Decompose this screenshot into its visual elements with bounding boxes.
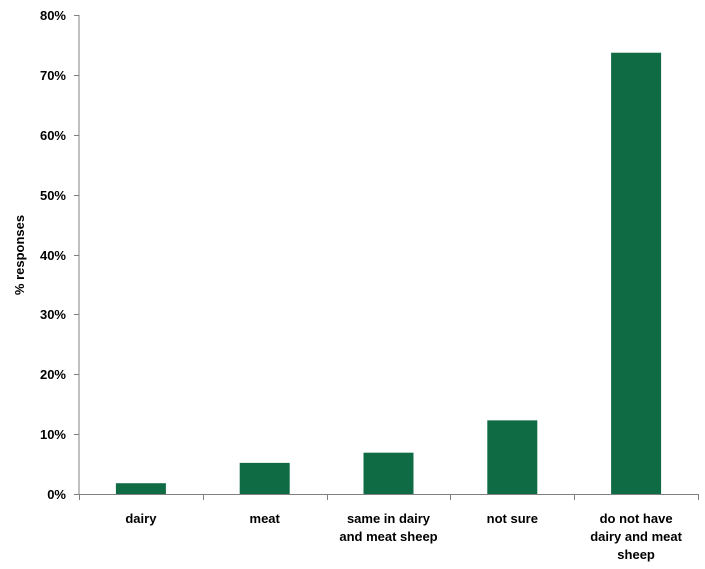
y-tick-label: 30% bbox=[40, 307, 66, 322]
bar bbox=[115, 483, 166, 494]
x-category-label: not sure bbox=[487, 511, 538, 526]
x-category-label: meat bbox=[250, 511, 281, 526]
bar bbox=[611, 52, 662, 494]
x-category-label-line: dairy and meat bbox=[590, 529, 682, 544]
y-axis: 0% 10% 20% 30% 40% 50% 60% 70% 80% bbox=[40, 8, 80, 502]
x-category-label-line: sheep bbox=[617, 547, 655, 562]
y-tick-label: 20% bbox=[40, 367, 66, 382]
x-category-label-line: dairy bbox=[125, 511, 157, 526]
bar bbox=[487, 420, 538, 494]
x-category-label: do not have dairy and meat sheep bbox=[590, 511, 682, 562]
y-tick-label: 50% bbox=[40, 188, 66, 203]
y-tick-label: 10% bbox=[40, 427, 66, 442]
x-category-label-line: meat bbox=[250, 511, 281, 526]
x-category-label-line: not sure bbox=[487, 511, 538, 526]
x-category-label-line: do not have bbox=[600, 511, 673, 526]
bar bbox=[239, 462, 290, 494]
x-category-label: same in dairy and meat sheep bbox=[339, 511, 437, 544]
x-category-label-line: and meat sheep bbox=[339, 529, 437, 544]
bar bbox=[363, 452, 414, 494]
y-tick-label: 0% bbox=[47, 487, 66, 502]
y-axis-title: % responses bbox=[12, 215, 27, 295]
x-category-label: dairy bbox=[125, 511, 157, 526]
y-tick-label: 40% bbox=[40, 248, 66, 263]
x-category-label-line: same in dairy bbox=[347, 511, 431, 526]
y-tick-label: 70% bbox=[40, 68, 66, 83]
y-tick-label: 60% bbox=[40, 128, 66, 143]
bars bbox=[115, 52, 662, 494]
y-tick-label: 80% bbox=[40, 8, 66, 23]
x-axis: dairy meat same in dairy and meat sheep not … bbox=[79, 494, 699, 562]
